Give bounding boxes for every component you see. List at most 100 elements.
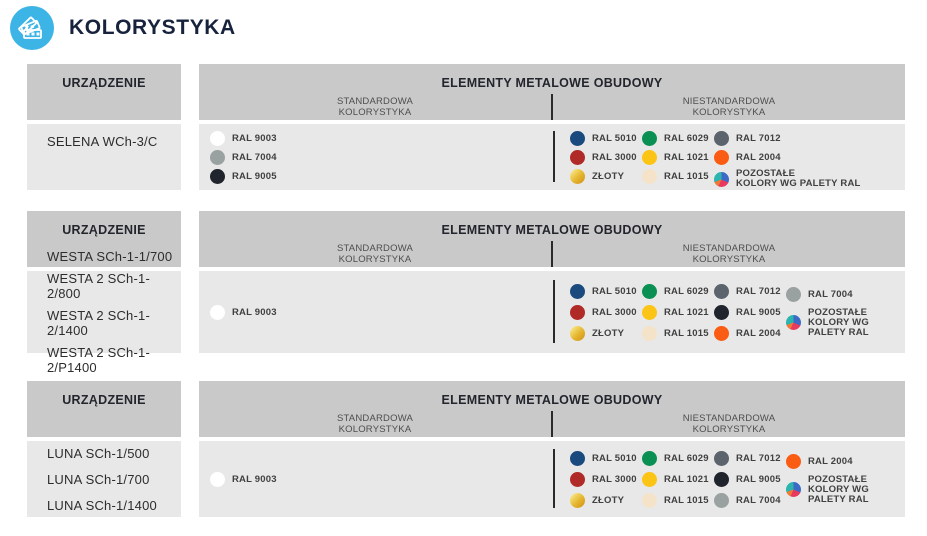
color-dot-icon [714,150,729,165]
color-dot-icon [210,169,225,184]
device-name: WESTA SCh-1-1/700 [47,249,173,264]
color-label: POZOSTAŁE KOLORY WG PALETY RAL [808,473,869,505]
color-swatch-ral-2004: RAL 2004 [786,453,869,469]
elements-header: ELEMENTY METALOWE OBUDOWY [441,76,663,90]
color-dot-icon [714,325,729,341]
color-dot-icon [210,471,225,487]
color-label: RAL 1015 [664,327,709,339]
color-dot-icon [570,131,585,146]
device-column-header: URZĄDZENIE [62,76,146,90]
elements-header-cell: ELEMENTY METALOWE OBUDOWY STANDARDOWA KO… [199,64,905,120]
color-label: ZŁOTY [592,327,625,339]
color-dot-icon [642,325,657,341]
color-swatch-ral-9003: RAL 9003 [210,131,553,146]
standard-colors-header: STANDARDOWA KOLORYSTYKA [336,96,414,118]
ral-palette-pie-icon [786,482,801,497]
color-swatch-ral-6029: RAL 6029 [642,131,714,146]
color-dot-icon [210,304,225,320]
color-dot-icon [714,471,729,487]
color-label: RAL 7004 [232,152,277,163]
color-label: RAL 9005 [232,171,277,182]
color-swatch-złoty: ZŁOTY [570,169,642,184]
device-name: WESTA 2 SCh-1-2/800 [47,271,150,301]
nonstandard-colors-header: NIESTANDARDOWA KOLORYSTYKA [682,413,776,435]
nonstandard-column: RAL 6029 RAL 1021 RAL 1015 [642,283,714,341]
color-label: RAL 9003 [232,306,277,318]
device-name: LUNA SCh-1/500 [47,445,150,461]
color-dot-icon [570,169,585,184]
standard-swatch-list: RAL 9003 RAL 7004 RAL 9005 [199,124,553,190]
color-swatch-ral-1015: RAL 1015 [642,169,714,184]
color-label: RAL 2004 [808,455,853,467]
color-swatch-ral-3000: RAL 3000 [570,471,642,487]
standard-swatch-list: RAL 9003 [199,271,553,353]
ral-palette-pie-icon [786,315,801,330]
standard-swatch-list: RAL 9003 [199,441,553,517]
nonstandard-column: RAL 7012 RAL 2004 POZOSTAŁE KOLORY WG PALET… [714,131,861,189]
color-dot-icon [786,286,801,302]
color-label: RAL 9005 [736,473,781,485]
standard-colors-header: STANDARDOWA KOLORYSTYKA [336,413,414,435]
color-swatch-ral-2004: RAL 2004 [714,325,786,341]
color-label: RAL 6029 [664,285,709,297]
color-swatch-ral-3000: RAL 3000 [570,150,642,165]
page-title: KOLORYSTYKA [69,16,236,39]
header-divider [551,94,553,120]
color-dot-icon [714,492,729,508]
colors-body: RAL 9003 RAL 5010 RAL 3000 ZŁOTY RAL 6029 R… [199,271,905,353]
color-table-selena: URZĄDZENIE ELEMENTY METALOWE OBUDOWY STA… [27,64,905,190]
color-swatch-ral-9005: RAL 9005 [714,471,786,487]
nonstandard-swatch-grid: RAL 5010 RAL 3000 ZŁOTY RAL 6029 RAL 1021 RA… [553,124,905,190]
colors-body: RAL 9003 RAL 7004 RAL 9005 RAL 5010 RAL 300… [199,124,905,190]
color-label: RAL 6029 [664,133,709,144]
nonstandard-column: RAL 5010 RAL 3000 ZŁOTY [570,283,642,341]
color-dot-icon [714,304,729,320]
color-label: RAL 7004 [808,288,853,300]
ral-palette-pie-icon [714,171,729,187]
other-ral-colors-swatch: POZOSTAŁE KOLORY WG PALETY RAL [786,306,869,338]
elements-header-cell: ELEMENTY METALOWE OBUDOWY STANDARDOWA KO… [199,211,905,267]
nonstandard-column: RAL 6029 RAL 1021 RAL 1015 [642,450,714,508]
color-dot-icon [642,450,657,466]
color-label: RAL 2004 [736,327,781,339]
color-dot-icon [786,453,801,469]
color-swatch-ral-7012: RAL 7012 [714,283,786,299]
nonstandard-swatch-grid: RAL 5010 RAL 3000 ZŁOTY RAL 6029 RAL 1021 RA… [553,441,905,517]
color-label: RAL 7012 [736,133,781,144]
color-label: RAL 5010 [592,452,637,464]
color-swatch-złoty: ZŁOTY [570,492,642,508]
nonstandard-column: RAL 7012 RAL 9005 RAL 7004 [714,450,786,508]
section-divider [553,449,555,508]
color-swatch-ral-9003: RAL 9003 [210,304,553,320]
color-label: RAL 9003 [232,473,277,485]
nonstandard-column: RAL 7012 RAL 9005 RAL 2004 [714,283,786,341]
color-palette-fan-icon [10,6,54,50]
color-label: RAL 1021 [664,152,709,163]
color-dot-icon [714,283,729,299]
color-label: RAL 3000 [592,152,637,163]
device-name: WESTA 2 SCh-1-2/1400 [47,308,150,338]
color-dot-icon [570,283,585,299]
device-column-header-cell: URZĄDZENIE [27,211,181,267]
color-dot-icon [642,169,657,184]
color-swatch-ral-7012: RAL 7012 [714,131,861,146]
color-label: POZOSTAŁE KOLORY WG PALETY RAL [808,306,869,338]
device-column-header: URZĄDZENIE [62,393,146,407]
device-column-header-cell: URZĄDZENIE [27,64,181,120]
color-dot-icon [210,131,225,146]
color-table-luna: URZĄDZENIE ELEMENTY METALOWE OBUDOWY STA… [27,381,905,517]
color-label: RAL 1021 [664,306,709,318]
standard-colors-header: STANDARDOWA KOLORYSTYKA [336,243,414,265]
color-dot-icon [570,325,585,341]
elements-header-cell: ELEMENTY METALOWE OBUDOWY STANDARDOWA KO… [199,381,905,437]
device-list: WESTA SCh-1-1/700 WESTA 2 SCh-1-2/800 WEST… [27,249,181,375]
header-divider [551,241,553,267]
nonstandard-column: RAL 7004 POZOSTAŁE KOLORY WG PALETY RAL [786,286,869,338]
color-dot-icon [714,450,729,466]
device-name: LUNA SCh-1/700 [47,471,150,487]
color-swatch-ral-5010: RAL 5010 [570,131,642,146]
color-swatch-ral-1021: RAL 1021 [642,304,714,320]
color-label: RAL 2004 [736,152,781,163]
color-dot-icon [570,471,585,487]
